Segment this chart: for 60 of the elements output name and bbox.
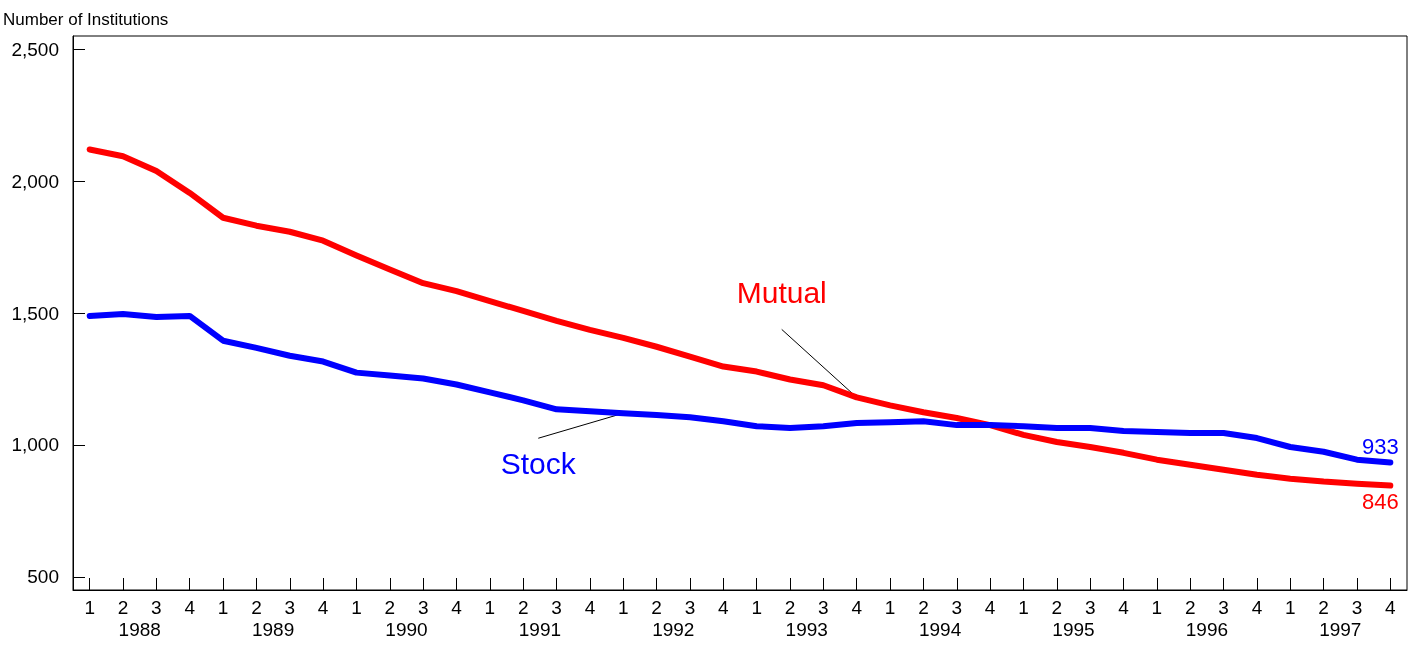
x-tick-label: 4 [1385, 597, 1397, 618]
data-label: 846 [1361, 489, 1399, 515]
x-tick-label: 1 [1018, 597, 1029, 618]
x-tick-label: 4 [984, 597, 996, 618]
text: 1988 [118, 619, 161, 640]
x-tick-label: 2 [117, 597, 129, 618]
x-tick-label: 2 [784, 597, 796, 618]
x-tick-label: 4 [451, 597, 463, 618]
text: 1991 [518, 619, 562, 640]
text: 1997 [1319, 619, 1362, 640]
x-tick-label: 1 [351, 597, 362, 618]
x-tick-label: 1 [217, 597, 229, 618]
x-tick-label: 4 [184, 597, 196, 618]
x-tick-label: 1 [751, 597, 762, 618]
data-label: 933 [1361, 434, 1399, 460]
y-axis-title: Number of Institutions [3, 10, 169, 29]
x-tick-label: 3 [551, 597, 562, 618]
x-tick-label: 1 [84, 597, 95, 618]
x-tick-label: 4 [1118, 597, 1130, 618]
x-tick-label: 2 [251, 597, 262, 618]
y-tick-label: 1,000 [11, 434, 59, 456]
text: 1992 [652, 619, 695, 640]
y-tick-label: 2,500 [11, 38, 59, 60]
x-tick-label: 2 [918, 597, 929, 618]
x-tick-label: 1 [884, 597, 896, 618]
x-tick-label: 3 [1084, 597, 1096, 618]
x-tick-label: 1 [1284, 597, 1296, 618]
text: 1990 [385, 619, 428, 640]
x-tick-label: 3 [151, 597, 162, 618]
text: 1993 [785, 619, 828, 640]
x-tick-label: 4 [317, 597, 329, 618]
x-tick-label: 2 [517, 597, 529, 618]
x-tick-label: 2 [1184, 597, 1196, 618]
text: 1994 [918, 619, 962, 640]
text: 1995 [1052, 619, 1095, 640]
x-tick-label: 2 [384, 597, 396, 618]
x-tick-label: 4 [718, 597, 730, 618]
x-tick-label: 3 [1218, 597, 1229, 618]
y-tick-label: 2,000 [11, 170, 59, 192]
x-tick-label: 2 [1051, 597, 1063, 618]
x-tick-label: 4 [584, 597, 596, 618]
x-tick-label: 4 [851, 597, 863, 618]
text: 1996 [1185, 619, 1229, 640]
x-tick-label: 3 [684, 597, 696, 618]
series-label: Stock [500, 446, 577, 480]
x-tick-label: 1 [484, 597, 496, 618]
x-tick-label: 2 [1318, 597, 1329, 618]
text: 1989 [251, 619, 295, 640]
y-tick-label: 500 [27, 566, 59, 588]
x-tick-label: 1 [617, 597, 629, 618]
y-tick-label: 1,500 [11, 302, 59, 324]
x-tick-label: 4 [1251, 597, 1263, 618]
series-label: Mutual [736, 275, 827, 309]
x-tick-label: 1 [1151, 597, 1163, 618]
x-tick-label: 3 [417, 597, 429, 618]
x-tick-label: 2 [651, 597, 662, 618]
x-tick-label: 3 [818, 597, 829, 618]
x-tick-label: 3 [284, 597, 296, 618]
x-tick-label: 3 [1351, 597, 1363, 618]
x-tick-label: 3 [951, 597, 963, 618]
